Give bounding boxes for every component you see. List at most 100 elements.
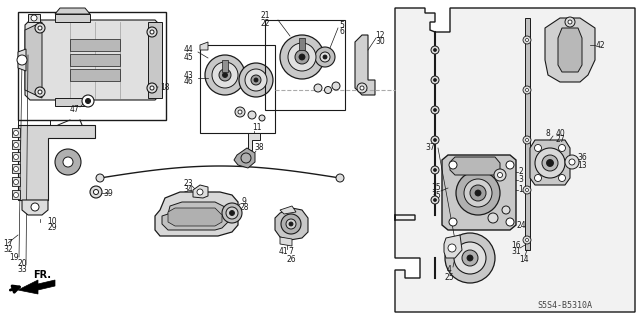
Text: 29: 29 [47, 224, 57, 233]
Circle shape [13, 154, 19, 160]
Circle shape [454, 242, 486, 274]
Circle shape [449, 161, 457, 169]
Circle shape [13, 130, 19, 136]
Text: 26: 26 [286, 255, 296, 263]
Circle shape [433, 78, 436, 81]
Text: 7: 7 [289, 248, 293, 256]
Text: S5S4-B5310A: S5S4-B5310A [538, 300, 593, 309]
Circle shape [314, 84, 322, 92]
Polygon shape [234, 148, 255, 168]
Polygon shape [18, 280, 55, 294]
Text: 10: 10 [47, 218, 57, 226]
Text: 46: 46 [183, 78, 193, 86]
Circle shape [222, 203, 242, 223]
Circle shape [445, 233, 495, 283]
Circle shape [467, 255, 473, 261]
Circle shape [286, 219, 296, 229]
Bar [200, 45, 275, 133]
Circle shape [82, 95, 94, 107]
Polygon shape [558, 28, 582, 72]
Text: 41: 41 [278, 248, 288, 256]
Circle shape [31, 15, 37, 21]
Circle shape [525, 189, 529, 191]
Circle shape [464, 179, 492, 207]
Text: 27: 27 [555, 136, 565, 145]
Circle shape [288, 43, 316, 71]
Circle shape [456, 171, 500, 215]
Bar [18, 12, 166, 120]
Text: 25: 25 [444, 272, 454, 281]
Circle shape [235, 107, 245, 117]
Circle shape [93, 189, 99, 195]
Text: 32: 32 [3, 246, 13, 255]
Text: 11: 11 [252, 123, 262, 132]
Text: 44: 44 [183, 46, 193, 55]
Text: 8: 8 [546, 129, 550, 137]
Circle shape [323, 55, 327, 59]
Circle shape [281, 214, 301, 234]
Circle shape [506, 161, 514, 169]
Circle shape [315, 47, 335, 67]
Text: 18: 18 [160, 83, 170, 92]
Circle shape [90, 186, 102, 198]
Circle shape [523, 86, 531, 94]
Text: 6: 6 [340, 27, 344, 36]
Circle shape [150, 30, 154, 34]
Polygon shape [275, 208, 308, 240]
Polygon shape [248, 133, 260, 150]
Polygon shape [55, 8, 90, 14]
Circle shape [525, 138, 529, 142]
Circle shape [542, 155, 558, 171]
Polygon shape [530, 140, 570, 185]
Polygon shape [25, 22, 42, 98]
Text: 13: 13 [577, 160, 587, 169]
Polygon shape [28, 14, 40, 22]
Circle shape [534, 145, 541, 152]
Circle shape [547, 160, 554, 167]
Circle shape [17, 55, 27, 65]
Circle shape [470, 185, 486, 201]
Polygon shape [280, 206, 296, 214]
Text: 24: 24 [516, 220, 526, 229]
Text: 45: 45 [183, 53, 193, 62]
Text: 23: 23 [183, 179, 193, 188]
Circle shape [320, 52, 330, 62]
Circle shape [523, 186, 531, 194]
Polygon shape [70, 69, 120, 81]
Circle shape [559, 145, 566, 152]
Polygon shape [193, 185, 208, 198]
Circle shape [13, 180, 19, 184]
Text: 47: 47 [69, 106, 79, 115]
Circle shape [357, 83, 367, 93]
Circle shape [488, 213, 498, 223]
Circle shape [525, 39, 529, 41]
Circle shape [324, 86, 332, 93]
Text: 42: 42 [595, 41, 605, 49]
Circle shape [360, 86, 364, 90]
Polygon shape [25, 20, 160, 100]
Polygon shape [442, 155, 516, 230]
Text: 15: 15 [431, 183, 441, 192]
Circle shape [35, 23, 45, 33]
Text: 38: 38 [254, 144, 264, 152]
Circle shape [251, 75, 261, 85]
Circle shape [86, 99, 90, 103]
Circle shape [197, 189, 203, 195]
Circle shape [259, 115, 265, 121]
Text: 21: 21 [260, 11, 269, 20]
Circle shape [238, 110, 242, 114]
Circle shape [433, 198, 436, 202]
Polygon shape [545, 18, 595, 82]
Polygon shape [70, 54, 120, 66]
Text: 2: 2 [518, 167, 524, 176]
Circle shape [13, 167, 19, 172]
Circle shape [565, 155, 579, 169]
Circle shape [535, 148, 565, 178]
Bar [12, 190, 20, 199]
Polygon shape [70, 39, 120, 51]
Circle shape [497, 173, 502, 177]
Text: 31: 31 [511, 248, 521, 256]
Polygon shape [395, 8, 635, 312]
Circle shape [31, 203, 39, 211]
Circle shape [433, 108, 436, 112]
